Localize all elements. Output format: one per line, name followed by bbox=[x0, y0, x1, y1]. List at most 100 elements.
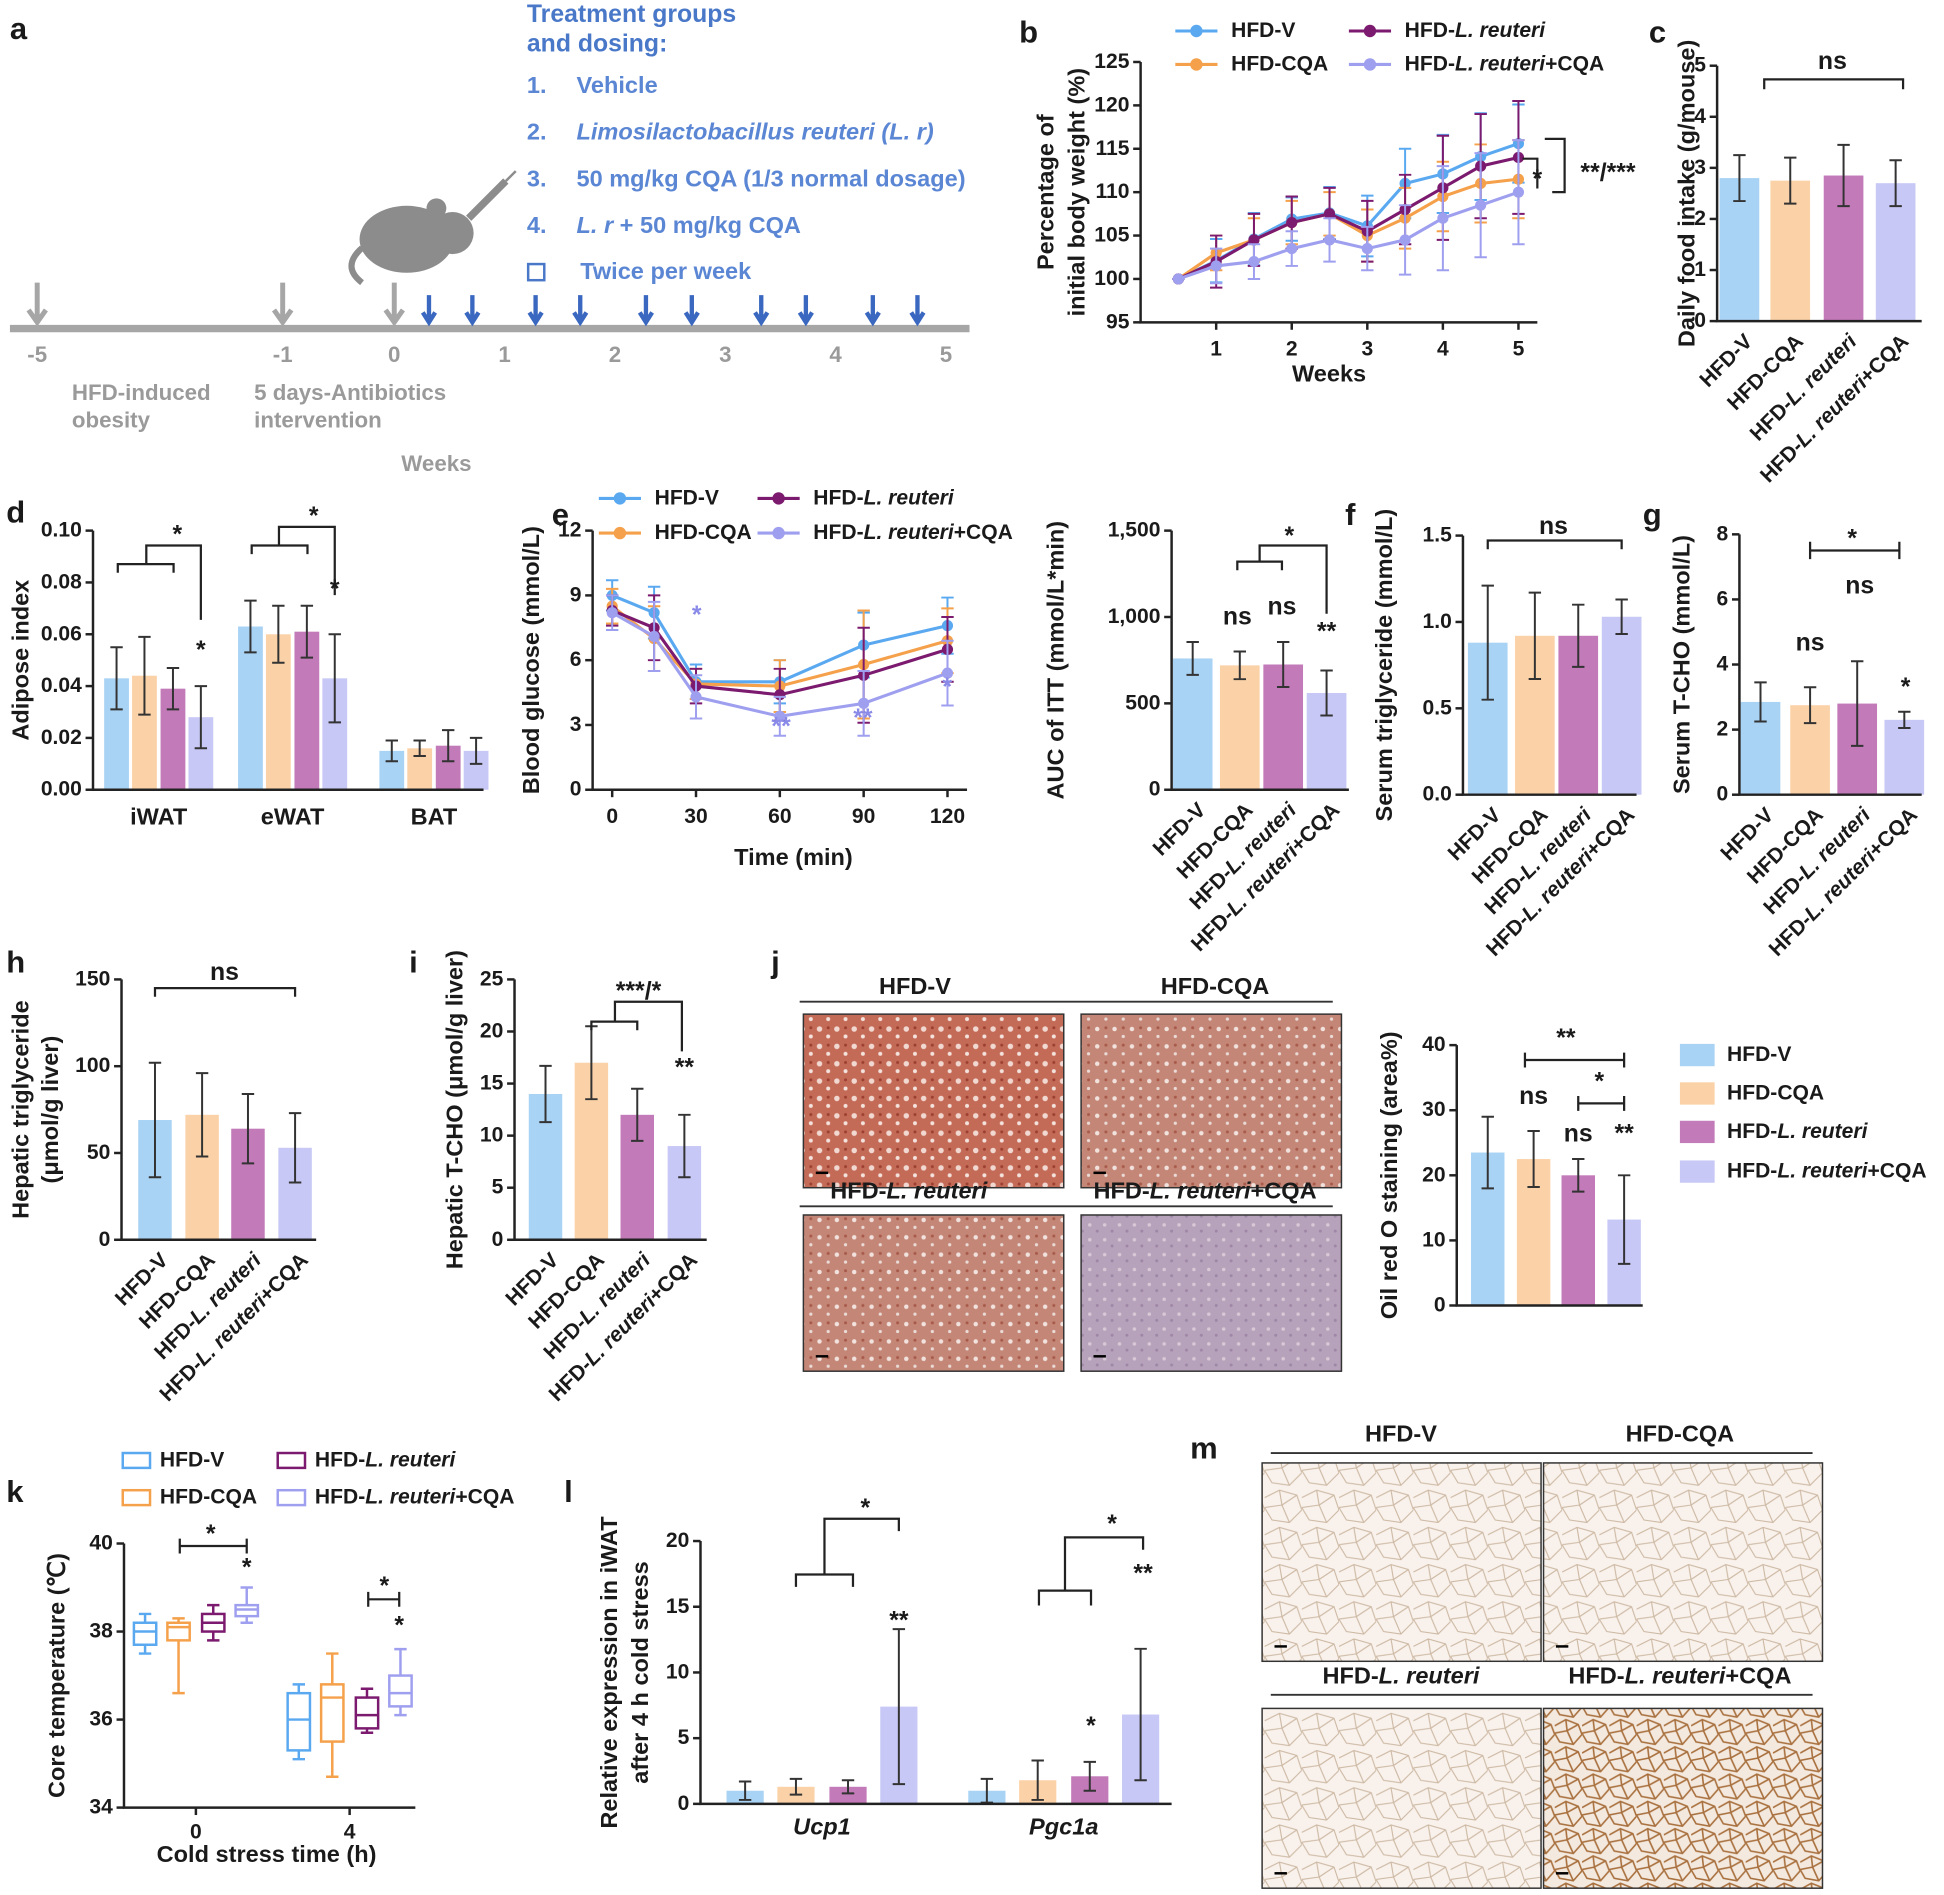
y-tick-label: 125 bbox=[1094, 50, 1129, 73]
error-bar bbox=[1733, 154, 1746, 203]
timeline-tick-label: 0 bbox=[388, 342, 400, 367]
bracket bbox=[367, 1591, 401, 1607]
text-part: Adipose index bbox=[8, 580, 34, 741]
dose-square bbox=[526, 262, 546, 282]
y-axis-label: Percentage of bbox=[1033, 114, 1059, 270]
dose-arrow bbox=[572, 295, 589, 327]
bar bbox=[829, 1786, 867, 1804]
phase-label: 5 days-Antibiotics bbox=[254, 380, 446, 405]
error-bar bbox=[678, 1113, 691, 1179]
series-line bbox=[1177, 177, 1519, 281]
text-part: * bbox=[942, 674, 952, 701]
legend-marker bbox=[1363, 58, 1377, 71]
legend-label: HFD-CQA bbox=[655, 521, 752, 544]
annotation: ns bbox=[210, 959, 239, 986]
bracket bbox=[1486, 539, 1623, 550]
annotation: ** bbox=[1317, 618, 1337, 645]
text-part: 3. bbox=[527, 165, 547, 191]
legend-label: HFD-L. reuteri+CQA bbox=[315, 1485, 515, 1508]
text-part: 9 bbox=[570, 583, 582, 606]
annotation: * bbox=[196, 636, 206, 663]
timeline-tick-label: 4 bbox=[829, 342, 842, 367]
annotation: * bbox=[1533, 165, 1543, 192]
series-line bbox=[611, 609, 948, 697]
dose-note: Twice per week bbox=[580, 258, 752, 284]
text-part: L. reuteri bbox=[1150, 1178, 1251, 1204]
text-part: ns bbox=[1223, 603, 1252, 630]
text-part: 5 bbox=[678, 1726, 690, 1749]
y-tick-label: 6 bbox=[570, 648, 582, 671]
text-part: 38 bbox=[89, 1619, 113, 1642]
error-bar bbox=[166, 666, 180, 711]
dose-arrow bbox=[683, 295, 700, 327]
text-part: HFD-CQA bbox=[1626, 1421, 1735, 1447]
error-bar bbox=[738, 1780, 752, 1801]
x-tick-label: 120 bbox=[930, 805, 965, 828]
dose-arrow bbox=[527, 295, 544, 327]
group-number: 4. bbox=[527, 212, 547, 238]
text-part: * bbox=[394, 1612, 404, 1639]
y-tick-label: 40 bbox=[1422, 1033, 1445, 1056]
legend-label: HFD-L. reuteri bbox=[315, 1448, 457, 1471]
axis-line bbox=[699, 1541, 1172, 1806]
annotation: * bbox=[394, 1612, 404, 1639]
text-part: 0 bbox=[678, 1791, 690, 1814]
text-part: HFD-induced bbox=[72, 380, 211, 405]
text-part: g bbox=[1643, 497, 1662, 532]
text-part: 10 bbox=[480, 1123, 503, 1146]
text-part: 3 bbox=[570, 713, 582, 736]
panel-label: h bbox=[6, 945, 25, 980]
text-part: 10 bbox=[1422, 1228, 1445, 1251]
y-tick-label: 1 bbox=[1694, 258, 1706, 281]
legend-marker bbox=[613, 526, 627, 540]
y-tick-label: 25 bbox=[480, 967, 504, 990]
text-part: Weeks bbox=[1292, 361, 1366, 387]
y-tick-label: 5 bbox=[678, 1726, 690, 1749]
x-tick-label: 4 bbox=[1437, 337, 1449, 360]
text-part: HFD-CQA bbox=[1231, 52, 1328, 75]
y-tick-label: 6 bbox=[1717, 587, 1729, 610]
text-part: 2 bbox=[1694, 207, 1706, 230]
y-tick-label: 3 bbox=[570, 713, 582, 736]
annotation: * bbox=[172, 521, 182, 548]
text-part: ** bbox=[1317, 618, 1337, 645]
error-bar bbox=[1837, 143, 1850, 208]
error-bar bbox=[1572, 1158, 1585, 1193]
error-bar bbox=[469, 736, 483, 765]
micrograph-title: HFD-L. reuteri+CQA bbox=[1568, 1663, 1791, 1689]
annotation: * bbox=[861, 1494, 871, 1521]
bracket bbox=[613, 1000, 684, 1052]
annotation: * bbox=[206, 1520, 216, 1547]
text-part: L. reuteri bbox=[1777, 1119, 1868, 1142]
text-part: HFD-V bbox=[1231, 19, 1295, 42]
text-part: 120 bbox=[930, 805, 965, 828]
y-axis-label: Hepatic triglyceride bbox=[8, 1000, 34, 1219]
legend-marker bbox=[121, 1451, 152, 1470]
bracket bbox=[1063, 1536, 1145, 1591]
annotation: ** bbox=[889, 1607, 909, 1634]
y-tick-label: 38 bbox=[89, 1619, 113, 1642]
annotation: * bbox=[1594, 1068, 1604, 1095]
y-axis-label: Serum T-CHO (mmol/L) bbox=[1669, 535, 1695, 794]
y-tick-label: 115 bbox=[1095, 136, 1129, 159]
error-bar bbox=[539, 1064, 552, 1124]
text-part: 6 bbox=[570, 648, 582, 671]
error-bar bbox=[892, 1628, 906, 1786]
bracket bbox=[1037, 1589, 1093, 1606]
annotation: * bbox=[692, 602, 702, 629]
legend-marker bbox=[613, 492, 627, 505]
annotation: ns bbox=[1796, 629, 1825, 656]
y-tick-label: 50 bbox=[87, 1141, 110, 1164]
text-part: i bbox=[409, 945, 418, 980]
text-part: 0 bbox=[1434, 1293, 1446, 1316]
text-part: 115 bbox=[1095, 136, 1129, 159]
bracket bbox=[1236, 560, 1284, 571]
bracket bbox=[1808, 541, 1901, 560]
x-tick-label: 90 bbox=[852, 805, 875, 828]
y-tick-label: 1,000 bbox=[1108, 605, 1161, 628]
axis-line bbox=[1139, 61, 1538, 324]
text-part: 0 bbox=[492, 1227, 504, 1250]
text-part: L. reuteri bbox=[887, 1178, 988, 1204]
group-label: Limosilactobacillus reuteri (L. r) bbox=[577, 119, 934, 145]
